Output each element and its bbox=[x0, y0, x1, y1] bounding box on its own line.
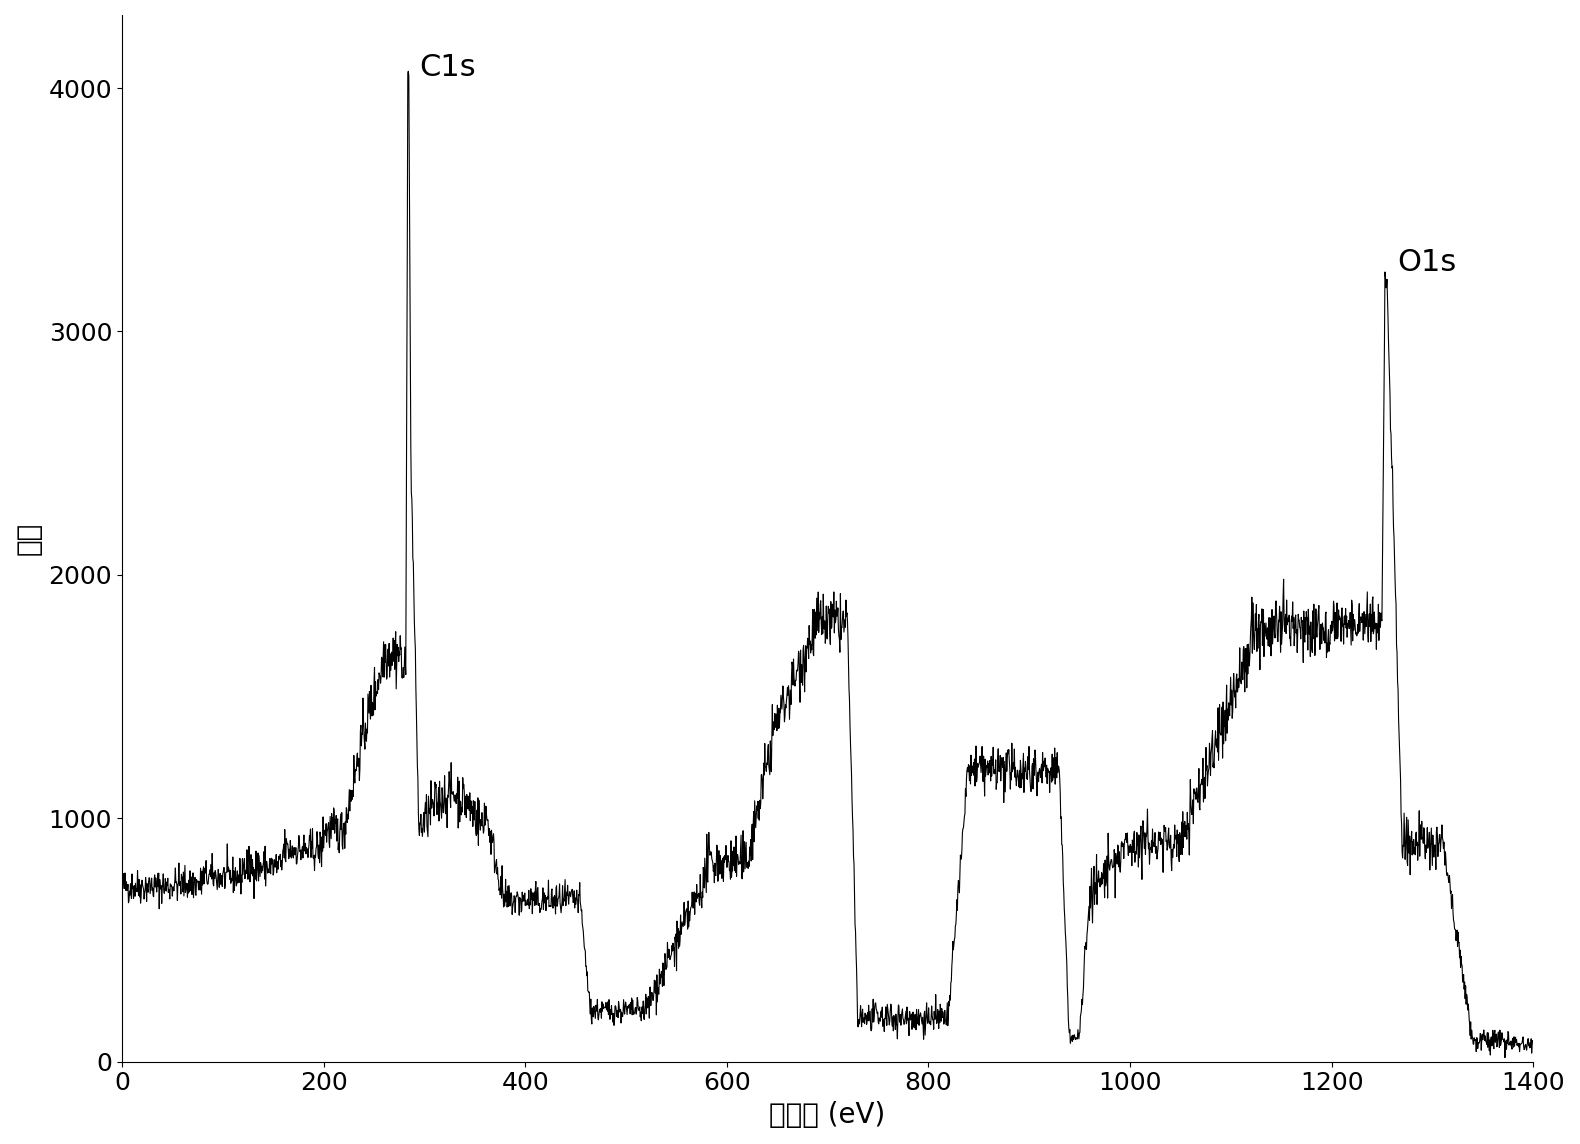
Text: C1s: C1s bbox=[419, 53, 476, 82]
Y-axis label: 计数: 计数 bbox=[14, 522, 43, 555]
Text: O1s: O1s bbox=[1397, 247, 1457, 277]
X-axis label: 结合能 (eV): 结合能 (eV) bbox=[769, 1101, 886, 1129]
